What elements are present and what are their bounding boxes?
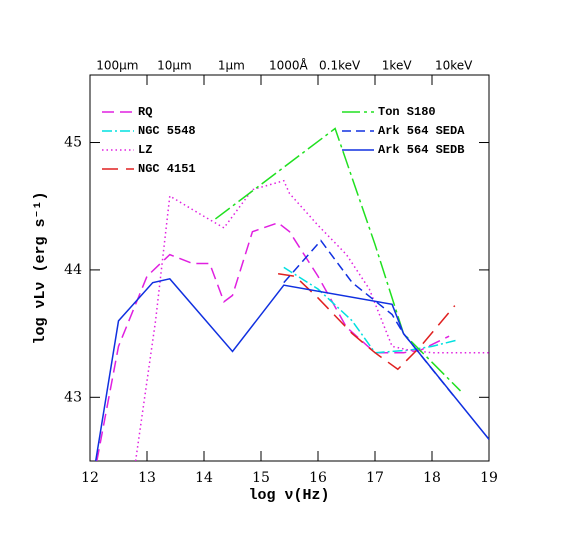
legend-label: Ark 564 SEDB <box>378 143 464 157</box>
legend-label: RQ <box>138 105 152 119</box>
x-axis-label: log ν(Hz) <box>248 487 329 504</box>
series-line <box>134 179 489 461</box>
series-line <box>283 266 458 354</box>
y-tick-label: 43 <box>64 389 82 405</box>
series-line <box>96 221 450 461</box>
legend-label: Ton S180 <box>378 105 436 119</box>
y-tick-label: 44 <box>64 262 82 278</box>
y-tick-label: 45 <box>64 135 82 151</box>
x2-tick-label: 1μm <box>218 59 245 73</box>
legend-label: LZ <box>138 143 152 157</box>
series-line <box>283 239 456 398</box>
x2-tick-label: 10keV <box>435 59 473 73</box>
x-tick-label: 19 <box>480 470 498 486</box>
y-axis-label: log νLν (erg s⁻¹) <box>32 191 49 344</box>
plot-frame <box>89 74 490 462</box>
x-tick-label: 14 <box>195 470 213 486</box>
x2-tick-label: 0.1keV <box>319 59 361 73</box>
x-tick-label: 18 <box>423 470 441 486</box>
x-tick-label: 15 <box>252 470 270 486</box>
x-tick-label: 13 <box>138 470 156 486</box>
x2-tick-label: 1keV <box>382 59 413 73</box>
legend-label: Ark 564 SEDA <box>378 124 465 138</box>
series-line <box>94 277 489 461</box>
x2-tick-label: 1000Å <box>269 58 309 73</box>
x-tick-label: 17 <box>366 470 384 486</box>
legend-label: NGC 5548 <box>138 124 196 138</box>
x2-tick-label: 10μm <box>157 59 192 73</box>
legend-label: NGC 4151 <box>138 162 196 176</box>
x-tick-label: 12 <box>81 470 99 486</box>
x2-tick-label: 100μm <box>96 59 138 73</box>
x-tick-label: 16 <box>309 470 327 486</box>
series-line <box>214 127 462 392</box>
series-line <box>277 272 456 371</box>
plot-lines <box>94 127 489 461</box>
